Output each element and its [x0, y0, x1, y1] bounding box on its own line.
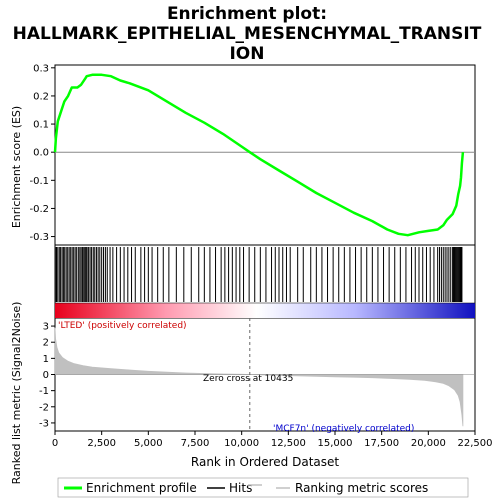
- x-tick-label: 22,500: [458, 438, 493, 449]
- metric-y-axis-label: Ranked list metric (Signal2Noise): [10, 302, 23, 485]
- x-tick-label: 17,500: [364, 438, 399, 449]
- x-axis: 0 2,500 5,000 7,500 10,000 12,500 15,000 17,500…: [52, 431, 493, 449]
- metric-y-tick-label: 2: [43, 338, 49, 349]
- es-y-tick-label: -0.2: [29, 204, 49, 215]
- negative-correlation-label: 'MCF7n' (negatively correlated): [273, 424, 414, 434]
- metric-y-tick-label: -1: [39, 386, 49, 397]
- x-tick-label: 20,000: [411, 438, 446, 449]
- es-y-tick-label: 0.3: [33, 63, 49, 74]
- legend-frame: [57, 477, 469, 498]
- chart-title-line-3: ION: [229, 44, 264, 64]
- es-panel: -0.3 -0.2 -0.1 0.0 0.1 0.2 0.3: [29, 63, 475, 243]
- hits-panel: [54, 247, 475, 318]
- es-panel-frame: [54, 64, 476, 246]
- positive-correlation-label: 'LTED' (positively correlated): [58, 321, 187, 331]
- enrichment-profile-line: [53, 73, 465, 237]
- x-tick-label: 2,500: [87, 438, 116, 449]
- metric-y-tick-label: -3: [39, 418, 49, 429]
- x-tick-label: 0: [52, 438, 58, 449]
- es-y-tick-label: -0.3: [29, 232, 49, 243]
- es-y-tick-label: 0.0: [33, 148, 49, 159]
- x-tick-label: 5,000: [134, 438, 163, 449]
- metric-y-tick-label: 3: [43, 322, 49, 333]
- rank-color-bar: [55, 303, 475, 318]
- legend-enrichment-profile-label: Enrichment profile: [86, 481, 197, 495]
- chart-title-line-2: HALLMARK_EPITHELIAL_MESENCHYMAL_TRANSIT: [13, 24, 482, 44]
- x-tick-label: 12,500: [271, 438, 306, 449]
- metric-y-tick-label: -2: [39, 402, 49, 413]
- legend: Enrichment profile Hits Ranking metric s…: [57, 477, 469, 498]
- es-y-tick-label: 0.1: [33, 120, 49, 131]
- zero-cross-label: Zero cross at 10435: [203, 374, 293, 384]
- metric-y-tick-label: 0: [43, 370, 49, 381]
- metric-y-tick-label: 1: [43, 354, 49, 365]
- legend-hits-label: Hits: [229, 481, 252, 495]
- es-y-axis-label: Enrichment score (ES): [10, 106, 23, 228]
- x-tick-label: 7,500: [181, 438, 210, 449]
- legend-ranking-metric-label: Ranking metric scores: [295, 481, 428, 495]
- es-y-tick-label: 0.2: [33, 91, 49, 102]
- es-y-tick-label: -0.1: [29, 176, 49, 187]
- chart-title-line-1: Enrichment plot:: [167, 4, 327, 24]
- x-axis-label: Rank in Ordered Dataset: [191, 455, 339, 469]
- metric-panel: -3 -2 -1 0 1 2 3: [39, 318, 475, 431]
- x-tick-label: 10,000: [224, 438, 259, 449]
- x-tick-label: 15,000: [318, 438, 353, 449]
